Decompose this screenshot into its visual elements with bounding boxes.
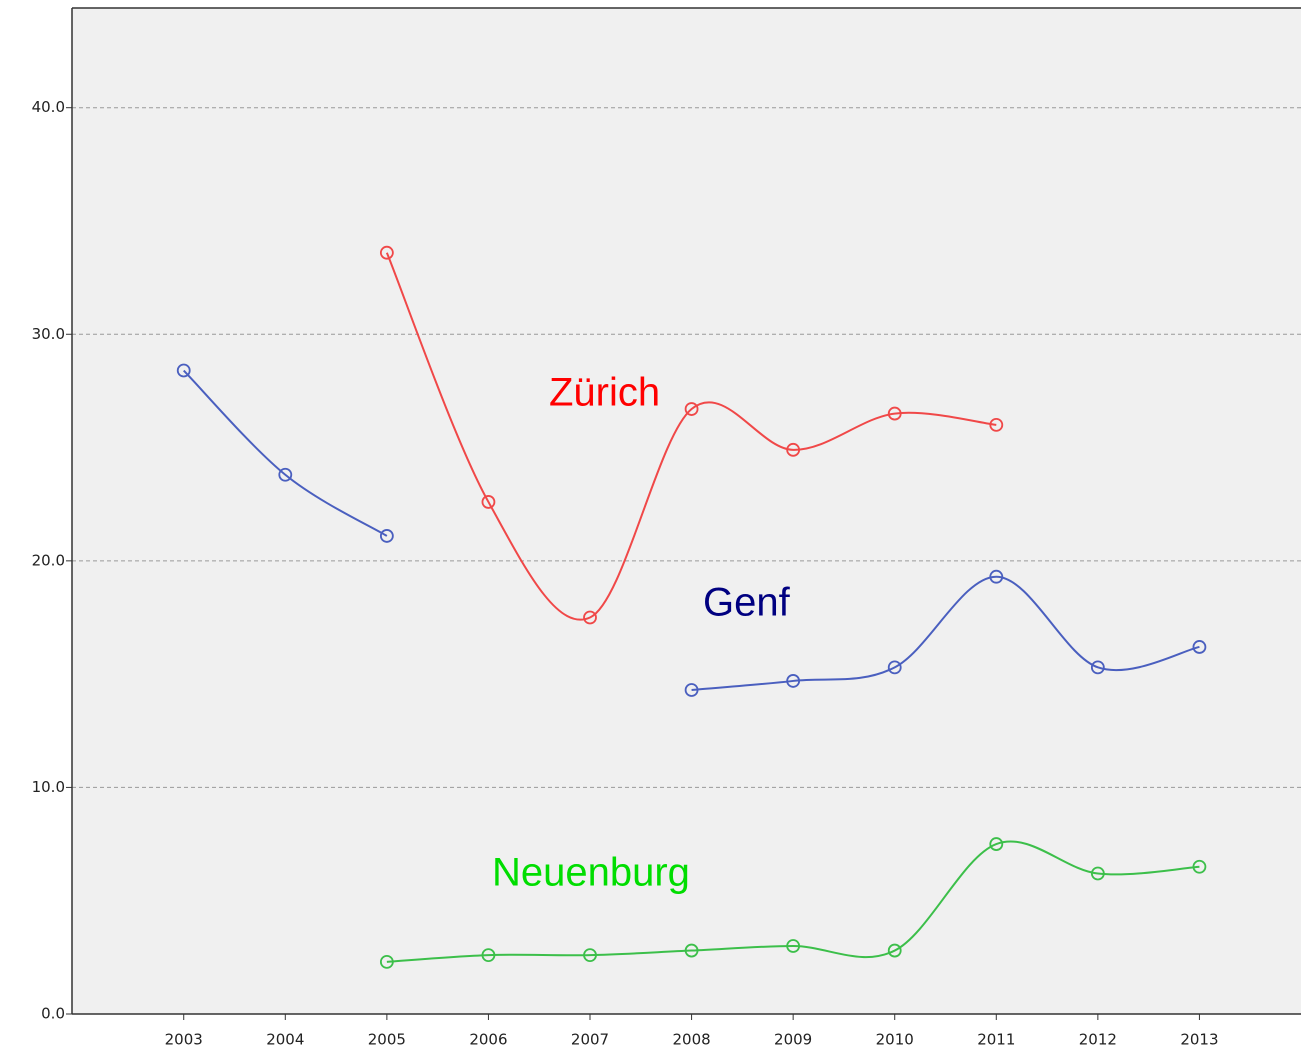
series-label: Neuenburg xyxy=(492,851,690,895)
data-point xyxy=(684,402,699,416)
data-point xyxy=(684,683,699,697)
data-point xyxy=(786,939,801,953)
x-tick-label: 2005 xyxy=(368,1031,406,1049)
data-point xyxy=(379,954,394,969)
x-tick-label: 2004 xyxy=(266,1031,304,1049)
x-tick-label: 2013 xyxy=(1180,1031,1218,1049)
data-point xyxy=(481,495,496,509)
x-tick-label: 2007 xyxy=(571,1031,609,1049)
x-tick-label: 2011 xyxy=(977,1031,1015,1049)
series-line xyxy=(385,252,997,621)
data-point xyxy=(989,418,1004,432)
data-point xyxy=(684,943,699,958)
x-tick-label: 2008 xyxy=(672,1031,710,1049)
data-point xyxy=(583,610,597,625)
x-tick-label: 2009 xyxy=(774,1031,812,1049)
series-label: Zürich xyxy=(549,371,660,415)
data-point xyxy=(989,837,1004,851)
x-tick-label: 2010 xyxy=(876,1031,914,1049)
data-point xyxy=(583,948,597,962)
plot-area xyxy=(72,8,1301,1014)
series-label: Genf xyxy=(703,581,791,625)
data-point xyxy=(887,406,902,421)
series-line xyxy=(386,840,1200,963)
y-tick-label: 0.0 xyxy=(41,1005,65,1023)
data-point xyxy=(1192,859,1207,874)
data-point xyxy=(176,363,191,378)
data-point xyxy=(379,529,394,543)
x-tick-label: 2003 xyxy=(165,1031,203,1049)
data-point xyxy=(1090,660,1105,675)
y-tick-label: 20.0 xyxy=(32,551,65,569)
x-tick-label: 2012 xyxy=(1079,1031,1117,1049)
data-point xyxy=(989,569,1004,584)
x-tick-label: 2006 xyxy=(469,1031,507,1049)
data-point xyxy=(887,660,902,675)
data-point xyxy=(278,467,293,482)
data-point xyxy=(887,943,902,958)
series-line xyxy=(183,369,388,537)
data-point xyxy=(481,948,496,962)
data-point xyxy=(1192,640,1207,654)
data-point xyxy=(379,245,394,260)
series-line xyxy=(691,575,1200,691)
data-point xyxy=(786,674,801,688)
data-point xyxy=(1090,866,1105,881)
y-tick-label: 10.0 xyxy=(32,778,65,796)
data-point xyxy=(786,442,801,457)
y-tick-label: 30.0 xyxy=(32,325,65,343)
y-tick-label: 40.0 xyxy=(32,98,65,116)
